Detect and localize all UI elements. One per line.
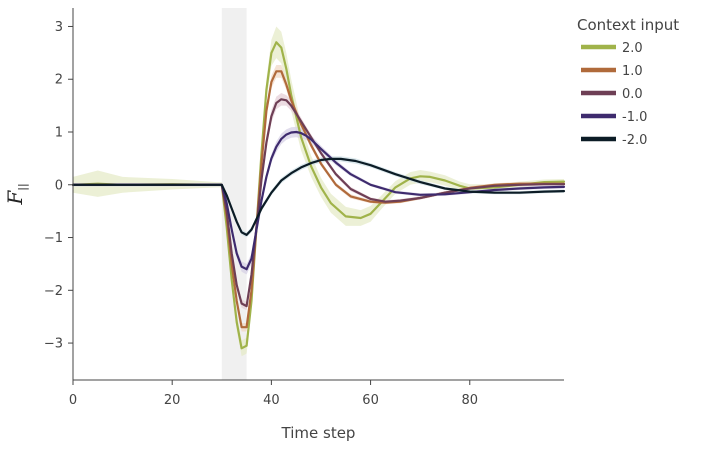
y-tick-label: 3 bbox=[55, 20, 63, 35]
x-tick-label: 20 bbox=[164, 393, 181, 408]
x-tick-label: 80 bbox=[461, 393, 478, 408]
y-tick-label: 0 bbox=[55, 178, 63, 193]
series-line-4 bbox=[71, 157, 566, 236]
series-line-3 bbox=[71, 130, 566, 271]
series-band-2 bbox=[73, 93, 564, 311]
y-tick-label: −2 bbox=[44, 284, 63, 299]
y-axis-title: F|| bbox=[3, 183, 29, 205]
series-line-2 bbox=[71, 98, 566, 308]
x-axis-title: Time step bbox=[281, 424, 356, 442]
confidence-bands-layer bbox=[73, 26, 564, 357]
legend-label-4: -2.0 bbox=[622, 133, 647, 148]
y-tick-label: 1 bbox=[55, 126, 63, 141]
legend-label-3: -1.0 bbox=[622, 110, 647, 125]
x-tick-label: 60 bbox=[362, 393, 379, 408]
y-tick-label: −3 bbox=[44, 337, 63, 352]
series-band-1 bbox=[73, 65, 564, 332]
y-axis-title-symbol: F bbox=[3, 190, 27, 206]
y-tick-label: 2 bbox=[55, 73, 63, 88]
series-band-0 bbox=[73, 26, 564, 357]
x-ticks-layer: 0 20 40 60 80 bbox=[69, 380, 478, 408]
axes-layer bbox=[72, 8, 564, 381]
legend-title: Context input bbox=[577, 16, 679, 34]
legend-label-2: 0.0 bbox=[622, 87, 643, 102]
legend-items: 2.0 1.0 0.0 -1.0 -2.0 bbox=[581, 41, 647, 148]
legend-label-1: 1.0 bbox=[622, 64, 643, 79]
series-lines-layer bbox=[71, 41, 566, 350]
series-line-1 bbox=[71, 70, 566, 329]
y-tick-label: −1 bbox=[44, 231, 63, 246]
x-tick-label: 40 bbox=[263, 393, 280, 408]
legend-label-0: 2.0 bbox=[622, 41, 643, 56]
x-tick-label: 0 bbox=[69, 393, 77, 408]
legend: Context input 2.0 1.0 0.0 -1.0 -2.0 bbox=[577, 16, 679, 148]
y-axis-title-subscript: || bbox=[16, 183, 29, 190]
y-ticks-layer: −3 −2 −1 0 1 2 3 bbox=[44, 20, 73, 352]
series-band-4 bbox=[73, 156, 564, 238]
series-line-0 bbox=[71, 41, 566, 350]
